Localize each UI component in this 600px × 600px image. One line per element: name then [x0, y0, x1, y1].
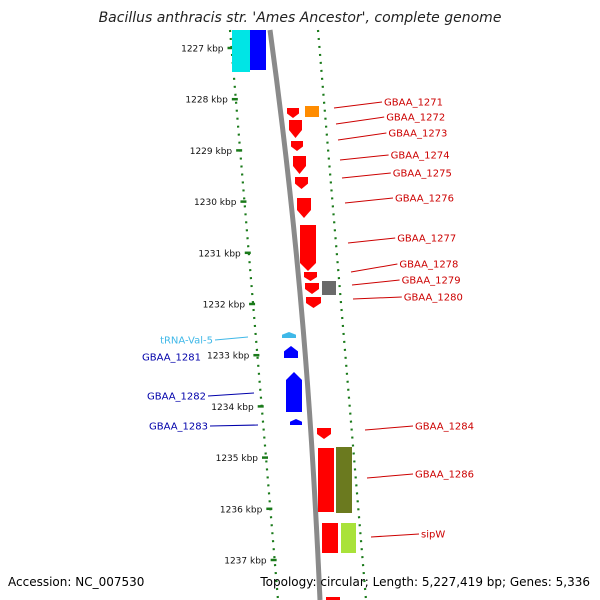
- gene-label[interactable]: GBAA_1286: [415, 470, 474, 481]
- feature-reverse-bar[interactable]: [250, 30, 266, 70]
- scale-tick-label: 1231 kbp: [198, 249, 241, 259]
- gene-label[interactable]: GBAA_1273: [388, 129, 447, 140]
- gene-arrow[interactable]: [291, 141, 303, 151]
- feature-lime-bar[interactable]: [341, 523, 356, 553]
- accession-label: Accession: NC_007530: [8, 575, 145, 589]
- gene-arrow[interactable]: [300, 225, 316, 271]
- scale-tick-label: 1234 kbp: [211, 403, 254, 413]
- gene-arrow-reverse[interactable]: [290, 419, 302, 425]
- scale-tick-label: 1227 kbp: [181, 45, 224, 55]
- gene-label[interactable]: GBAA_1274: [391, 151, 450, 162]
- label-leader-line: [366, 473, 414, 479]
- label-leader-line: [344, 197, 394, 204]
- scale-tick-label: 1236 kbp: [220, 505, 263, 515]
- scale-tick-label: 1237 kbp: [224, 557, 267, 567]
- gene-arrow[interactable]: [297, 198, 311, 218]
- label-leader-line: [333, 101, 383, 109]
- scale-tick-label: 1230 kbp: [194, 198, 237, 208]
- genome-summary: Topology: circular; Length: 5,227,419 bp…: [260, 575, 590, 589]
- feature-forward-bar[interactable]: [318, 448, 334, 512]
- gene-arrow[interactable]: [287, 108, 299, 118]
- feature-orange-box[interactable]: [305, 106, 319, 117]
- trna-arrow[interactable]: [282, 332, 296, 338]
- feature-gray-box[interactable]: [322, 281, 336, 295]
- scale-tick-label: 1229 kbp: [190, 147, 233, 157]
- label-leader-line: [347, 237, 396, 244]
- scale-tick-label: 1228 kbp: [185, 96, 228, 106]
- gene-label[interactable]: GBAA_1283: [149, 422, 208, 433]
- gene-arrow-reverse[interactable]: [286, 372, 302, 412]
- scale-tick-label: 1235 kbp: [216, 454, 259, 464]
- backbone-line: [267, 29, 323, 600]
- label-leader-line: [350, 263, 398, 273]
- gene-label[interactable]: GBAA_1276: [395, 194, 454, 205]
- gene-label[interactable]: GBAA_1280: [404, 293, 463, 304]
- gene-arrow[interactable]: [295, 177, 308, 189]
- map-title: Bacillus anthracis str. 'Ames Ancestor',…: [98, 10, 502, 26]
- gene-label[interactable]: sipW: [421, 530, 445, 541]
- gene-arrow[interactable]: [317, 428, 331, 439]
- gene-label[interactable]: tRNA-Val-5: [160, 336, 213, 347]
- gene-arrow-reverse[interactable]: [284, 346, 298, 358]
- label-leader-line: [370, 533, 420, 538]
- gene-label[interactable]: GBAA_1272: [386, 113, 445, 124]
- gene-label[interactable]: GBAA_1281: [142, 353, 201, 364]
- gene-arrow[interactable]: [289, 120, 302, 138]
- label-leader-line: [364, 425, 414, 431]
- scale-tick-label: 1233 kbp: [207, 352, 250, 362]
- label-leader-line: [209, 424, 259, 427]
- label-leader-line: [335, 116, 385, 125]
- gene-label[interactable]: GBAA_1277: [397, 234, 456, 245]
- gene-label[interactable]: GBAA_1282: [147, 392, 206, 403]
- gene-arrow[interactable]: [304, 272, 317, 281]
- gene-arrow[interactable]: [306, 297, 321, 308]
- gene-arrow[interactable]: [293, 156, 306, 174]
- feature-forward-bar[interactable]: [322, 523, 338, 553]
- right-outer-track: [316, 29, 368, 600]
- gene-label[interactable]: GBAA_1284: [415, 422, 474, 433]
- scale-tick-label: 1232 kbp: [203, 301, 246, 311]
- gene-label[interactable]: GBAA_1271: [384, 98, 443, 109]
- feature-olive-bar[interactable]: [336, 447, 352, 513]
- feature-forward-bar[interactable]: [326, 597, 340, 600]
- label-leader-line: [214, 336, 249, 341]
- label-leader-line: [337, 132, 387, 141]
- label-leader-line: [339, 154, 389, 161]
- gene-label[interactable]: GBAA_1278: [399, 260, 458, 271]
- label-leader-line: [341, 172, 391, 179]
- label-leader-line: [207, 392, 255, 397]
- label-leader-line: [352, 296, 402, 300]
- gene-arrow[interactable]: [305, 283, 319, 294]
- gene-label[interactable]: GBAA_1279: [402, 276, 461, 287]
- label-leader-line: [351, 279, 400, 286]
- feature-cyan-bar[interactable]: [232, 30, 250, 72]
- gene-label[interactable]: GBAA_1275: [393, 169, 452, 180]
